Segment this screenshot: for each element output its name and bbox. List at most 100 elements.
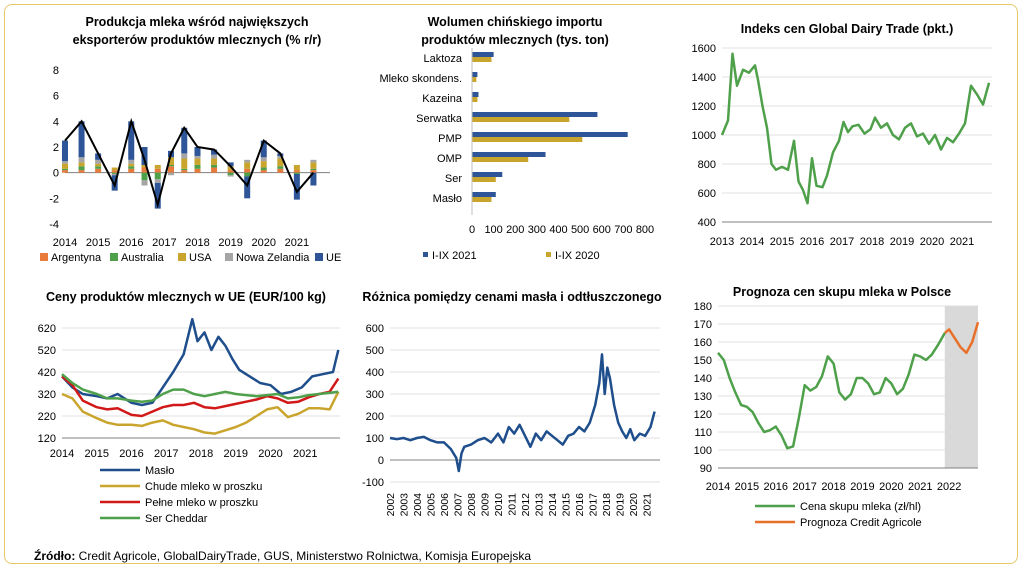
c4-ytick: 320 — [38, 389, 56, 401]
c5-ytick: -100 — [362, 477, 384, 489]
c2-xtick: 200 — [506, 224, 524, 236]
c1-bar-usa — [128, 163, 135, 167]
c1-bar-australia — [194, 164, 201, 169]
c1-bar-argentyna — [260, 170, 267, 173]
c6-ytick: 130 — [694, 391, 712, 403]
c1-bar-nowa-zelandia — [62, 161, 68, 164]
c1-bar-usa — [293, 164, 300, 171]
c1-xtick: 2014 — [53, 237, 77, 249]
c6-xtick: 2019 — [850, 481, 874, 493]
c1-bar-argentyna — [277, 168, 284, 173]
c5-xtick: 2009 — [480, 493, 492, 517]
c1-bar-ue — [260, 140, 267, 158]
c2-category-label: Mleko skondens. — [379, 73, 462, 85]
c2-bar-2020 — [472, 197, 492, 202]
c1-bar-argentyna — [128, 168, 135, 173]
c2-category-label: Ser — [445, 173, 462, 185]
c1-xtick: 2020 — [252, 237, 276, 249]
c3-series-gdt — [720, 52, 991, 205]
c1-bar-usa — [95, 163, 102, 167]
c1-bar-argentyna — [211, 167, 218, 173]
c4-xtick: 2021 — [293, 448, 317, 460]
c2-bar-2021 — [472, 132, 628, 137]
c1-legend-label: USA — [189, 252, 212, 264]
c3-xtick: 2019 — [890, 236, 914, 248]
c4-xtick: 2018 — [189, 448, 213, 460]
c1-bar-nowa-zelandia — [277, 155, 284, 159]
c6-xtick: 2014 — [706, 481, 730, 493]
c5-xtick: 2021 — [642, 493, 654, 517]
c1-bar-australia — [310, 168, 317, 171]
c3-ytick: 1600 — [692, 43, 716, 55]
source-text: Credit Agricole, GlobalDairyTrade, GUS, … — [75, 549, 532, 563]
c6-xtick: 2021 — [908, 481, 932, 493]
figure-frame — [4, 4, 1018, 564]
c1-ytick: 6 — [53, 91, 59, 103]
c2-legend-swatch — [423, 252, 428, 257]
c1-bar-usa — [211, 158, 218, 165]
c6-xtick: 2018 — [821, 481, 845, 493]
c6-title-0: Prognoza cen skupu mleka w Polsce — [733, 285, 951, 299]
c4-xtick: 2017 — [154, 448, 178, 460]
c3-ytick: 1000 — [692, 130, 716, 142]
c1-bar-ue — [244, 176, 251, 199]
c5-xtick: 2019 — [615, 493, 627, 517]
c5-ytick: 400 — [366, 367, 384, 379]
c1-bar-ue — [211, 149, 218, 155]
c3-xtick: 2017 — [830, 236, 854, 248]
c3-xtick: 2014 — [740, 236, 764, 248]
c5-xtick: 2018 — [601, 493, 613, 517]
c1-bar-ue — [181, 127, 188, 154]
c1-bar-argentyna — [227, 170, 234, 173]
c2-bar-2021 — [472, 72, 478, 77]
c2-bar-2020 — [472, 157, 529, 162]
c1-bar-argentyna — [141, 167, 148, 173]
c1-bar-nowa-zelandia — [141, 180, 148, 186]
c6-ytick: 100 — [694, 445, 712, 457]
c6-legend-1-label: Prognoza Credit Agricole — [800, 517, 922, 529]
c3-ytick: 600 — [698, 188, 716, 200]
c2-xtick: 800 — [636, 224, 654, 236]
c1-bar-usa — [168, 157, 174, 165]
c6-legend-0-label: Cena skupu mleka (zł/hl) — [800, 501, 921, 513]
c6-ytick: 150 — [694, 355, 712, 367]
c1-bar-nowa-zelandia — [181, 153, 188, 159]
c5-ytick: 500 — [366, 345, 384, 357]
c1-bar-australia — [168, 164, 174, 167]
c1-bar-usa — [62, 163, 68, 169]
c3-ytick: 800 — [698, 159, 716, 171]
c5-xtick: 2016 — [574, 493, 586, 517]
c2-category-label: PMP — [438, 133, 462, 145]
c5-xtick: 2013 — [534, 493, 546, 517]
c1-bar-argentyna — [154, 168, 161, 173]
c6-ytick: 140 — [694, 373, 712, 385]
c6-ytick: 180 — [694, 301, 712, 313]
c1-ytick: 8 — [53, 65, 59, 77]
c1-bar-argentyna — [310, 170, 317, 173]
c2-category-label: Masło — [433, 193, 462, 205]
c5-xtick: 2003 — [399, 493, 411, 517]
c1-bar-ue — [141, 147, 148, 165]
c2-bar-2021 — [472, 152, 546, 157]
c1-bar-australia — [293, 172, 300, 174]
c1-bar-usa — [277, 158, 284, 167]
c4-ytick: 120 — [38, 433, 56, 445]
c1-bar-usa — [111, 167, 118, 171]
c1-bar-nowa-zelandia — [95, 159, 102, 164]
c2-bar-2020 — [472, 57, 492, 62]
c1-bar-australia — [62, 168, 68, 171]
c6-series-prognoza-credit-agricole — [943, 321, 980, 355]
c1-bar-ue — [293, 173, 300, 200]
source-note: Źródło: Credit Agricole, GlobalDairyTrad… — [34, 549, 531, 563]
c4-legend-0-label: Masło — [145, 465, 174, 477]
c1-bar-australia — [95, 166, 102, 169]
c5-xtick: 2004 — [412, 493, 424, 517]
c4-title-0: Ceny produktów mlecznych w UE (EUR/100 k… — [46, 290, 326, 304]
c2-legend-label: I-IX 2020 — [555, 250, 600, 262]
c1-bar-nowa-zelandia — [211, 154, 218, 159]
c1-bar-australia — [227, 172, 234, 176]
c1-legend-label: Argentyna — [51, 252, 102, 264]
c4-ytick: 520 — [38, 345, 56, 357]
c6-ytick: 160 — [694, 337, 712, 349]
